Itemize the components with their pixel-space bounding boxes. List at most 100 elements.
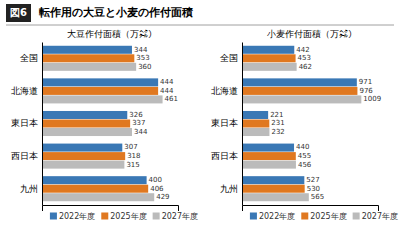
legend-label: 2027年度 [162, 212, 198, 221]
y-tick-label: 北海道 [11, 86, 38, 96]
data-label: 462 [299, 63, 312, 71]
data-label: 527 [306, 176, 319, 184]
data-label: 453 [298, 54, 311, 62]
bar [242, 193, 309, 201]
data-label: 337 [132, 119, 145, 127]
y-tick-label: 東日本 [211, 118, 238, 128]
legend: 2022年度 2025年度 2027年度 [250, 212, 398, 221]
data-label: 976 [359, 87, 373, 95]
legend-label: 2025年度 [310, 212, 346, 221]
data-label: 344 [134, 46, 148, 54]
bar [42, 193, 154, 201]
data-label: 461 [165, 95, 178, 103]
bar [242, 144, 294, 152]
bar [242, 46, 294, 54]
data-label: 456 [298, 161, 312, 169]
bar [42, 46, 132, 54]
legend-item: 2027年度 [153, 212, 198, 221]
y-axis: 全国北海道東日本西日本九州 [211, 43, 243, 206]
data-label: 326 [129, 111, 143, 119]
bar [42, 54, 134, 62]
panel: 大豆作付面積（万㌶）344444326307400353444337318406… [11, 29, 198, 221]
bars [242, 46, 361, 201]
bar [42, 176, 147, 184]
x-axis [43, 206, 179, 212]
y-tick: 全国 [20, 53, 42, 63]
bar [42, 152, 125, 160]
y-tick: 北海道 [211, 86, 242, 96]
plot-area: 3444443263074003534443373184063604613443… [11, 43, 198, 221]
y-tick: 西日本 [11, 151, 42, 161]
bar [242, 119, 269, 127]
legend-label: 2022年度 [59, 212, 95, 221]
title-divider [6, 25, 394, 26]
bar [242, 78, 357, 86]
bar [242, 128, 269, 136]
data-label: 231 [271, 119, 284, 127]
panel: 小麦作付面積（万㌶）442971221440527453976231455530… [211, 29, 398, 221]
bar [42, 78, 158, 86]
y-axis-line [42, 43, 43, 206]
data-label: 1009 [363, 95, 381, 103]
bar [42, 87, 158, 95]
bar [42, 128, 132, 136]
legend-label: 2027年度 [362, 212, 398, 221]
bar [42, 185, 148, 193]
bar [242, 63, 297, 71]
data-label: 307 [124, 143, 137, 151]
title-box [6, 4, 31, 22]
title: 転作用の大豆と小麦の作付面積 [38, 6, 193, 19]
y-tick: 東日本 [211, 118, 242, 128]
y-tick: 西日本 [211, 151, 242, 161]
legend-swatch [101, 213, 108, 220]
subplot-title: 小麦作付面積（万㌶） [267, 29, 353, 39]
legend-swatch [301, 213, 308, 220]
legend-swatch [50, 213, 57, 220]
y-tick: 全国 [220, 53, 242, 63]
legend-item: 2027年度 [353, 212, 398, 221]
y-tick-label: 西日本 [11, 151, 38, 161]
legend-swatch [353, 213, 360, 220]
legend-item: 2025年度 [101, 212, 146, 221]
chart: 図6転作用の大豆と小麦の作付面積大豆作付面積（万㌶）34444432630740… [0, 0, 400, 225]
data-label: 360 [138, 63, 151, 71]
data-label: 455 [298, 152, 311, 160]
y-tick: 九州 [220, 184, 242, 194]
data-label: 440 [296, 143, 309, 151]
y-tick: 九州 [20, 184, 42, 194]
y-axis: 全国北海道東日本西日本九州 [11, 43, 43, 206]
data-label: 315 [126, 161, 139, 169]
bar [42, 119, 130, 127]
y-tick-label: 九州 [20, 184, 38, 194]
y-tick: 北海道 [11, 86, 42, 96]
y-tick-label: 全国 [220, 53, 238, 63]
bar [242, 161, 296, 169]
title-bar: 図6 転作用の大豆と小麦の作付面積 [6, 4, 394, 25]
x-axis-line [243, 206, 379, 212]
data-label: 429 [156, 193, 169, 201]
bar [42, 144, 122, 152]
data-label: 971 [359, 78, 372, 86]
legend-label: 2025年度 [110, 212, 146, 221]
data-label: 530 [307, 185, 320, 193]
title-box-text: 図6 [10, 7, 27, 18]
bar [242, 54, 296, 62]
data-label: 232 [271, 128, 284, 136]
bar [242, 111, 268, 119]
y-tick-label: 東日本 [11, 118, 38, 128]
data-labels: 3444443263074003534443373184063604613443… [124, 46, 178, 201]
data-label: 318 [127, 152, 140, 160]
y-tick-label: 北海道 [211, 86, 238, 96]
y-tick: 東日本 [11, 118, 42, 128]
legend-item: 2025年度 [301, 212, 346, 221]
bar [242, 185, 305, 193]
bar [242, 176, 304, 184]
legend-label: 2022年度 [259, 212, 295, 221]
data-label: 565 [311, 193, 324, 201]
data-label: 221 [270, 111, 283, 119]
data-label: 444 [160, 87, 174, 95]
legend: 2022年度 2025年度 2027年度 [50, 212, 198, 221]
data-label: 444 [160, 78, 174, 86]
y-axis-line [242, 43, 243, 206]
y-tick-label: 九州 [220, 184, 238, 194]
